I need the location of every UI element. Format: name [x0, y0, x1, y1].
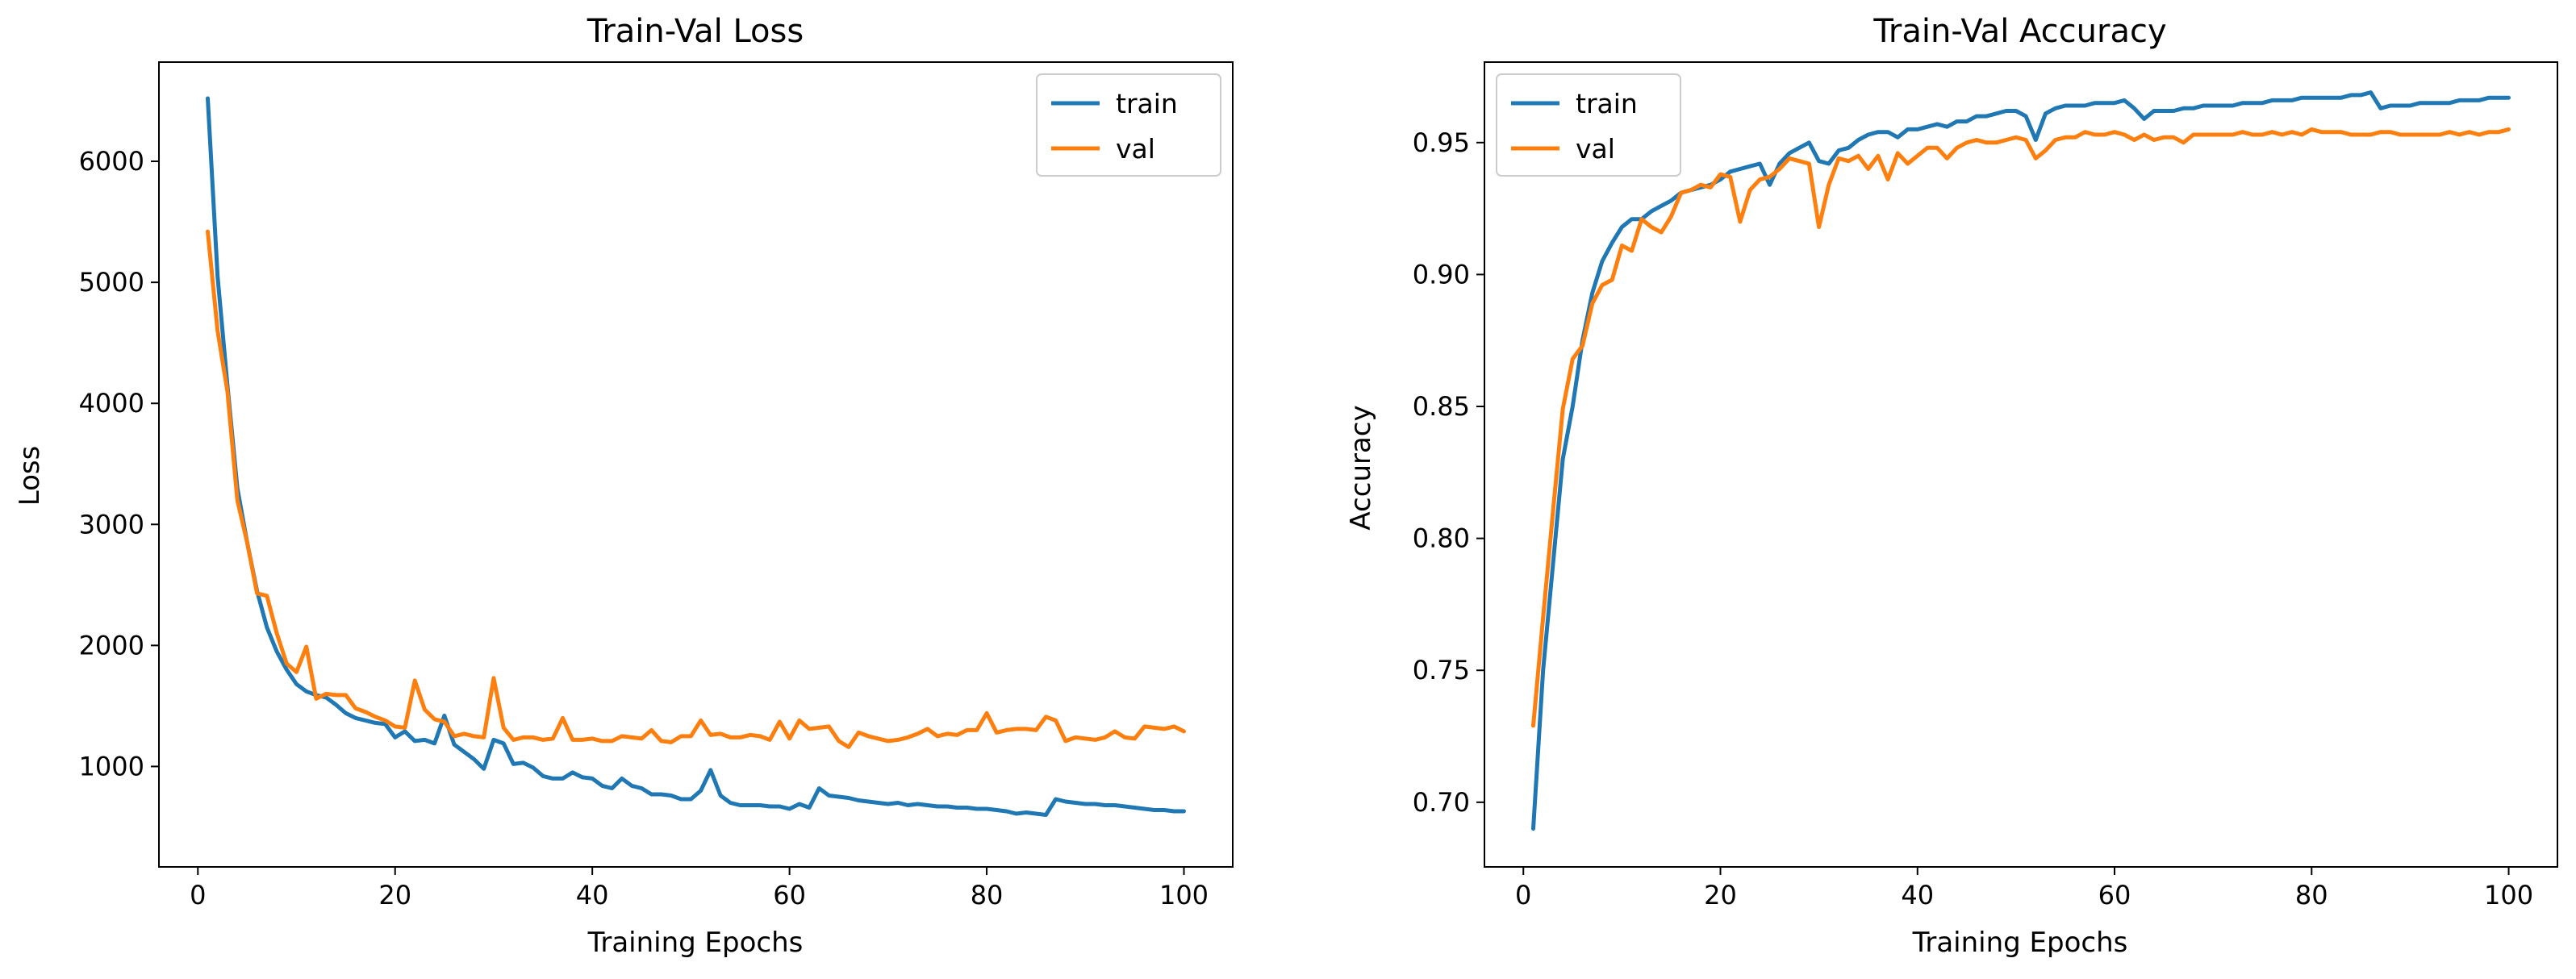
loss-chart-title: Train-Val Loss	[587, 13, 804, 50]
accuracy-x-tick-label: 20	[1704, 880, 1737, 910]
loss-y-tick-label: 5000	[79, 267, 144, 298]
loss-plot-lines	[206, 96, 1186, 817]
accuracy-x-ticks: 0 20 40 60 80 100	[1515, 867, 2533, 910]
accuracy-chart-panel: Train-Val Accuracy 0 20 40 60 80 100 0.70 0.75…	[1345, 13, 2558, 959]
loss-y-tick-label: 2000	[79, 630, 144, 660]
accuracy-legend-val-label: val	[1576, 133, 1615, 165]
loss-y-tick-label: 3000	[79, 509, 144, 539]
accuracy-axes-frame	[1484, 61, 2558, 868]
loss-y-tick-label: 4000	[79, 388, 144, 419]
accuracy-y-tick-label: 0.95	[1413, 127, 1470, 158]
accuracy-x-tick-label: 60	[2098, 880, 2131, 910]
accuracy-y-axis-label: Accuracy	[1345, 405, 1377, 530]
loss-axes-frame	[158, 61, 1234, 868]
accuracy-x-axis-label: Training Epochs	[1912, 927, 2128, 959]
loss-x-tick-label: 0	[190, 880, 206, 910]
accuracy-legend: train val	[1496, 73, 1681, 177]
loss-legend: train val	[1036, 73, 1221, 177]
loss-x-axis-label: Training Epochs	[587, 927, 804, 959]
accuracy-y-tick-label: 0.80	[1413, 523, 1470, 554]
accuracy-val-line	[1531, 127, 2511, 728]
accuracy-y-ticks: 0.70 0.75 0.80 0.85 0.90 0.95	[1413, 127, 1484, 818]
loss-x-tick-label: 80	[971, 880, 1004, 910]
accuracy-x-tick-label: 80	[2295, 880, 2328, 910]
accuracy-y-tick-label: 0.90	[1413, 259, 1470, 290]
accuracy-chart-title: Train-Val Accuracy	[1873, 13, 2166, 50]
loss-x-tick-label: 40	[576, 880, 609, 910]
loss-val-line	[206, 229, 1186, 749]
loss-x-tick-label: 60	[773, 880, 806, 910]
accuracy-plot-lines	[1531, 90, 2511, 831]
accuracy-legend-train-label: train	[1576, 88, 1638, 119]
accuracy-x-tick-label: 40	[1901, 880, 1934, 910]
loss-y-tick-label: 6000	[79, 146, 144, 177]
loss-x-tick-label: 20	[378, 880, 411, 910]
accuracy-y-tick-label: 0.70	[1413, 787, 1470, 818]
accuracy-y-tick-label: 0.75	[1413, 655, 1470, 685]
loss-y-ticks: 1000 2000 3000 4000 5000 6000	[79, 146, 159, 781]
loss-y-tick-label: 1000	[79, 751, 144, 781]
loss-chart-panel: Train-Val Loss 0 20 40 60 80 100 1000 2000 3000…	[14, 13, 1234, 959]
loss-y-axis-label: Loss	[14, 446, 46, 506]
loss-legend-val-label: val	[1116, 133, 1155, 165]
accuracy-y-tick-label: 0.85	[1413, 391, 1470, 422]
accuracy-x-tick-label: 100	[2484, 880, 2533, 910]
loss-x-ticks: 0 20 40 60 80 100	[190, 867, 1209, 910]
loss-legend-train-label: train	[1116, 88, 1178, 119]
accuracy-x-tick-label: 0	[1515, 880, 1531, 910]
loss-train-line	[206, 96, 1186, 817]
loss-x-tick-label: 100	[1159, 880, 1209, 910]
